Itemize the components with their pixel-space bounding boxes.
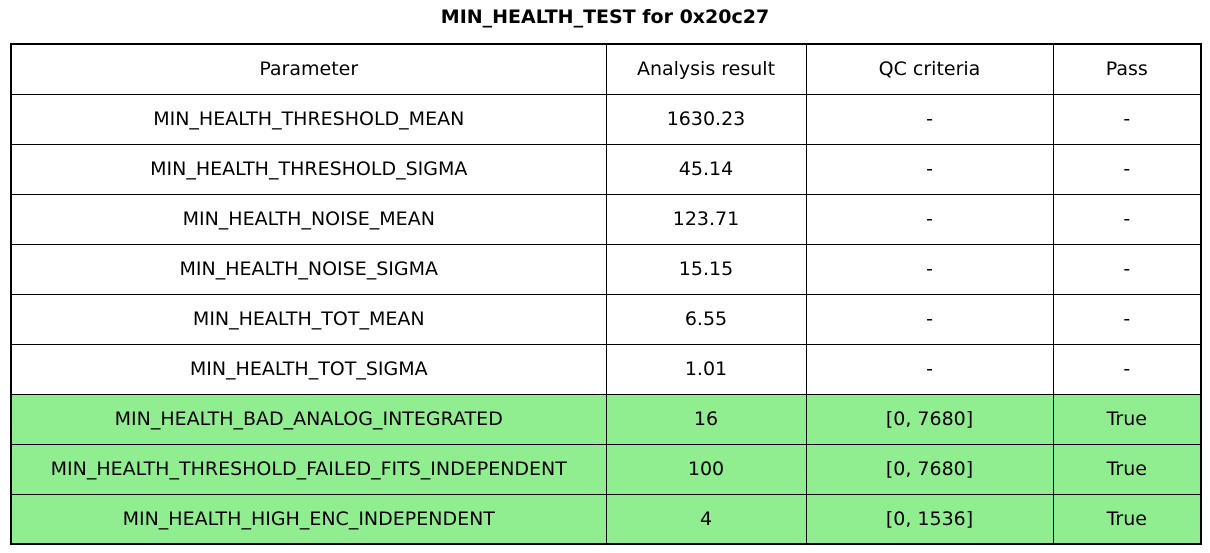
cell-pass: - xyxy=(1052,243,1202,295)
table-row: MIN_HEALTH_NOISE_SIGMA 15.15- - xyxy=(10,243,1202,295)
cell-analysis-result: 123.71 xyxy=(605,193,807,245)
cell-analysis-result: 100 xyxy=(605,443,807,495)
col-header-analysis-result: Analysis result xyxy=(605,43,807,95)
cell-parameter: MIN_HEALTH_TOT_SIGMA xyxy=(10,343,607,395)
cell-parameter: MIN_HEALTH_THRESHOLD_SIGMA xyxy=(10,143,607,195)
cell-analysis-result: 4 xyxy=(605,493,807,545)
table-row: MIN_HEALTH_THRESHOLD_MEAN 1630.23- - xyxy=(10,93,1202,145)
cell-pass: True xyxy=(1052,393,1202,445)
cell-parameter: MIN_HEALTH_BAD_ANALOG_INTEGRATED xyxy=(10,393,607,445)
table-row: MIN_HEALTH_NOISE_MEAN 123.71- - xyxy=(10,193,1202,245)
cell-qc-criteria: - xyxy=(805,143,1054,195)
cell-analysis-result: 16 xyxy=(605,393,807,445)
cell-pass: True xyxy=(1052,493,1202,545)
table-title: MIN_HEALTH_TEST for 0x20c27 xyxy=(440,6,770,28)
table-row: MIN_HEALTH_THRESHOLD_SIGMA 45.14- - xyxy=(10,143,1202,195)
cell-parameter: MIN_HEALTH_NOISE_SIGMA xyxy=(10,243,607,295)
table-row: MIN_HEALTH_TOT_MEAN 6.55- - xyxy=(10,293,1202,345)
cell-pass: - xyxy=(1052,143,1202,195)
header-row: Parameter Analysis result QC criteria Pa… xyxy=(10,43,1202,95)
cell-pass: True xyxy=(1052,443,1202,495)
cell-analysis-result: 1630.23 xyxy=(605,93,807,145)
table-row: MIN_HEALTH_THRESHOLD_FAILED_FITS_INDEPEN… xyxy=(10,443,1202,495)
cell-qc-criteria: - xyxy=(805,243,1054,295)
qc-table: Parameter Analysis result QC criteria Pa… xyxy=(10,43,1202,545)
col-header-qc-criteria: QC criteria xyxy=(805,43,1054,95)
cell-parameter: MIN_HEALTH_THRESHOLD_FAILED_FITS_INDEPEN… xyxy=(10,443,607,495)
cell-analysis-result: 1.01 xyxy=(605,343,807,395)
cell-parameter: MIN_HEALTH_HIGH_ENC_INDEPENDENT xyxy=(10,493,607,545)
cell-qc-criteria: - xyxy=(805,193,1054,245)
cell-qc-criteria: [0, 7680] xyxy=(805,393,1054,445)
cell-parameter: MIN_HEALTH_NOISE_MEAN xyxy=(10,193,607,245)
cell-pass: - xyxy=(1052,293,1202,345)
table-body: MIN_HEALTH_THRESHOLD_MEAN 1630.23- - MIN_HE… xyxy=(10,93,1202,545)
table-row: MIN_HEALTH_HIGH_ENC_INDEPENDENT 4 [0, 1536… xyxy=(10,493,1202,545)
cell-parameter: MIN_HEALTH_TOT_MEAN xyxy=(10,293,607,345)
cell-parameter: MIN_HEALTH_THRESHOLD_MEAN xyxy=(10,93,607,145)
cell-qc-criteria: [0, 7680] xyxy=(805,443,1054,495)
cell-qc-criteria: - xyxy=(805,343,1054,395)
table-row: MIN_HEALTH_BAD_ANALOG_INTEGRATED 16 [0, 76… xyxy=(10,393,1202,445)
cell-qc-criteria: [0, 1536] xyxy=(805,493,1054,545)
cell-pass: - xyxy=(1052,343,1202,395)
cell-analysis-result: 6.55 xyxy=(605,293,807,345)
col-header-pass: Pass xyxy=(1052,43,1202,95)
cell-analysis-result: 15.15 xyxy=(605,243,807,295)
cell-analysis-result: 45.14 xyxy=(605,143,807,195)
cell-pass: - xyxy=(1052,193,1202,245)
cell-qc-criteria: - xyxy=(805,93,1054,145)
col-header-parameter: Parameter xyxy=(10,43,607,95)
cell-pass: - xyxy=(1052,93,1202,145)
cell-qc-criteria: - xyxy=(805,293,1054,345)
table-row: MIN_HEALTH_TOT_SIGMA 1.01- - xyxy=(10,343,1202,395)
